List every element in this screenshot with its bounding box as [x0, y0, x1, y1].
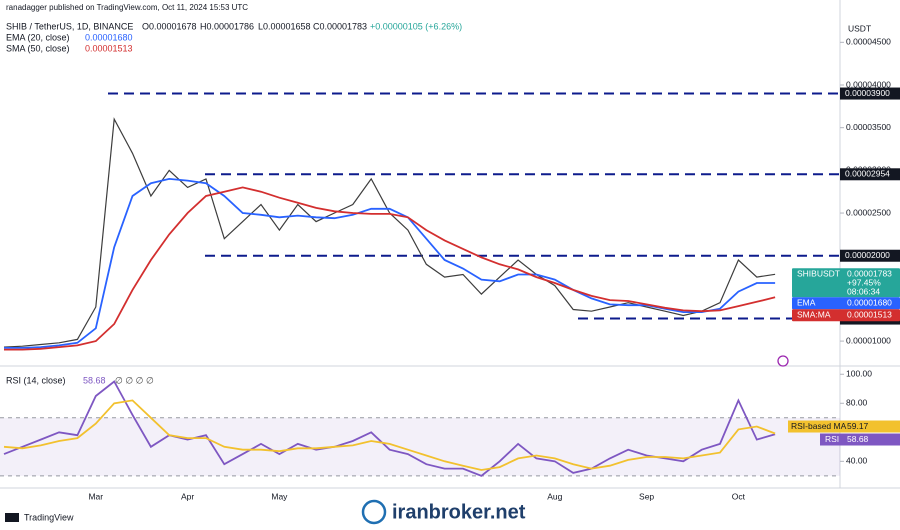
x-tick-label: Apr	[181, 491, 194, 501]
rsi-ma-tag-value: 59.17	[847, 421, 869, 431]
tv-logo	[5, 513, 19, 522]
publisher: ranadagger published on TradingView.com,…	[6, 3, 248, 12]
watermark: iranbroker.net	[392, 501, 526, 523]
rsi-band	[0, 417, 840, 476]
rsi-ma-tag-name: RSI-based MA	[791, 421, 847, 431]
sma-tag	[792, 309, 900, 322]
price-tag-name: SHIBUSDT	[797, 269, 840, 279]
y-tick-label: 0.00004500	[846, 37, 891, 47]
ohlc-close: C0.00001783	[313, 21, 367, 31]
price-tag	[792, 268, 900, 298]
y2-tick-label: 80.00	[846, 398, 868, 408]
series-line	[3, 399, 776, 471]
y2-tick-label: 100.00	[846, 369, 872, 379]
y-tick-label: 0.00002500	[846, 207, 891, 217]
x-tick-label: May	[271, 491, 288, 501]
symbol: SHIB / TetherUS, 1D, BINANCE	[6, 21, 133, 31]
y2-tick-label: 40.00	[846, 456, 868, 466]
rsi-ma-tag	[788, 420, 900, 433]
rsi-tag-value: 58.68	[847, 434, 869, 444]
y-tick-label: 0.00004000	[846, 79, 891, 89]
brand: TradingView	[24, 512, 74, 522]
x-tick-label: Oct	[732, 491, 746, 501]
sma-tag-value: 0.00001513	[847, 310, 892, 320]
rsi-legend: RSI (14, close)	[6, 375, 66, 385]
level-tag	[840, 168, 900, 181]
level-label: 0.00002000	[845, 250, 890, 260]
x-tick-label: Aug	[547, 491, 562, 501]
watermark-icon	[361, 499, 387, 525]
ema-legend: EMA (20, close)	[6, 32, 70, 42]
rsi-value: 58.68	[83, 375, 106, 385]
ohlc-high: H0.00001786	[200, 21, 254, 31]
price-change: +97.45%	[847, 278, 881, 288]
ohlc-low: L0.00001658	[258, 21, 311, 31]
price-tag-value: 0.00001783	[847, 269, 892, 279]
x-tick-label: Mar	[88, 491, 103, 501]
ema-tag-value: 0.00001680	[847, 298, 892, 308]
currency: USDT	[848, 23, 871, 33]
y-tick-label: 0.00003500	[846, 122, 891, 132]
alert-icon[interactable]	[777, 355, 789, 367]
change: +0.00000105 (+6.26%)	[370, 21, 462, 31]
ohlc-open: O0.00001678	[142, 21, 197, 31]
sma-tag-name: SMA:MA	[797, 310, 831, 320]
rsi-tag-name: RSI	[825, 434, 839, 444]
y-tick-label: 0.00001000	[846, 335, 891, 345]
x-tick-label: Sep	[639, 491, 654, 501]
series-line	[3, 380, 776, 477]
sma-legend: SMA (50, close)	[6, 43, 70, 53]
ema-tag	[792, 297, 900, 310]
level-tag	[840, 87, 900, 100]
ema-tag-name: EMA	[797, 298, 816, 308]
rsi-extra: ∅ ∅ ∅ ∅	[115, 375, 154, 385]
level-label: 0.00002954	[845, 169, 890, 179]
level-tag	[840, 249, 900, 262]
level-label: 0.00003900	[845, 88, 890, 98]
rsi-tag	[820, 433, 900, 446]
ema-value: 0.00001680	[85, 32, 133, 42]
series-line	[4, 186, 776, 351]
sma-value: 0.00001513	[85, 43, 133, 53]
countdown: 08:06:34	[847, 287, 880, 297]
